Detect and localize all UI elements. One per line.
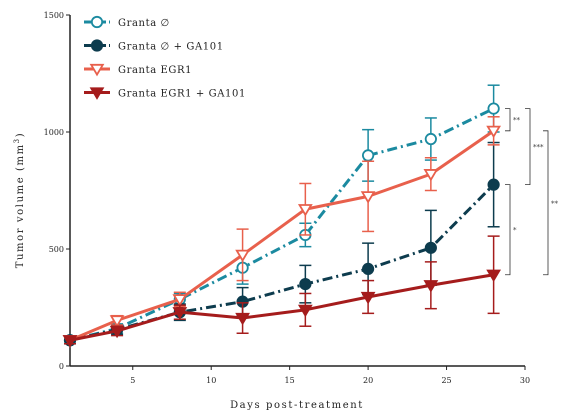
- axes: [69, 15, 525, 367]
- x-tick-label-30: 30: [520, 376, 530, 385]
- significance-bracket: **: [543, 130, 559, 276]
- series-granta-empty-point: [487, 102, 500, 115]
- series-granta-egr1-point: [423, 169, 439, 182]
- x-tick-label-5: 5: [130, 376, 135, 385]
- y-tick-label-0: 0: [59, 362, 64, 371]
- legend-item-granta-empty-ga101-label: Granta ∅ + GA101: [118, 42, 224, 53]
- series-granta-egr1-point: [486, 125, 501, 139]
- significance-bracket: ***: [525, 108, 544, 186]
- series-granta-egr1-ga101: [62, 235, 501, 348]
- significance-bracket-line: [543, 130, 549, 276]
- series-granta-empty-ga101-point: [487, 178, 500, 191]
- series-granta-egr1-ga101-point: [62, 335, 78, 348]
- y-tick-label-500: 500: [49, 245, 64, 254]
- series-granta-egr1-ga101-point: [109, 325, 125, 339]
- legend: Granta ∅ Granta ∅ + GA101 Granta EGR1 Grant…: [84, 15, 246, 100]
- series-granta-egr1-ga101-point: [235, 312, 250, 326]
- series-granta-egr1-ga101-point: [423, 280, 439, 293]
- y-axis-title-main: Tumor volume (mm: [15, 143, 26, 268]
- significance-label: **: [513, 117, 521, 125]
- series-granta-egr1: [62, 116, 501, 348]
- series-granta-egr1-ga101-line: [69, 273, 494, 342]
- series-granta-empty-point: [362, 149, 375, 162]
- x-tick-label-15: 15: [285, 376, 295, 385]
- series-granta-empty-ga101-point: [362, 262, 375, 275]
- series-granta-empty: [63, 84, 500, 347]
- legend-item-granta-empty-swatch-marker: [90, 15, 104, 29]
- legend-item-granta-egr1-ga101-label: Granta EGR1 + GA101: [118, 89, 246, 100]
- x-tick-label-25: 25: [441, 376, 451, 385]
- x-axis-title: Days post-treatment: [230, 400, 364, 411]
- series-granta-empty-point: [424, 132, 437, 146]
- significance-bracket: *: [505, 184, 517, 276]
- significance-bracket-line: [525, 108, 531, 186]
- significance-label: **: [551, 200, 559, 208]
- series-granta-egr1-point: [172, 294, 188, 307]
- series-granta-egr1-ga101-point: [172, 307, 188, 320]
- series-granta-egr1-point: [360, 191, 376, 204]
- y-axis-title-close: ): [15, 132, 26, 138]
- series-granta-egr1-point: [297, 204, 313, 217]
- axis-ticks: 5 10 15 20 25 30 0 500 1000 1500: [44, 11, 530, 385]
- legend-item-granta-empty-ga101: Granta ∅ + GA101: [84, 39, 224, 53]
- legend-item-granta-egr1-label: Granta EGR1: [118, 65, 192, 76]
- x-tick-label-10: 10: [206, 376, 216, 385]
- y-axis-title: Tumor volume (mm3): [13, 132, 26, 269]
- y-tick-label-1500: 1500: [44, 11, 64, 20]
- significance-bracket: **: [505, 108, 521, 132]
- significance-bracket-line: [505, 184, 511, 276]
- series-granta-empty-ga101-line: [69, 183, 495, 342]
- legend-item-granta-egr1: Granta EGR1: [84, 63, 192, 77]
- series-granta-egr1-ga101-point: [486, 269, 501, 283]
- series-granta-egr1-ga101-point: [360, 291, 376, 305]
- series-granta-egr1-point: [109, 315, 125, 328]
- series-granta-egr1-point: [235, 249, 250, 263]
- legend-item-granta-empty-ga101-swatch-marker: [90, 39, 104, 52]
- legend-item-granta-empty: Granta ∅: [84, 15, 170, 29]
- y-axis-title-superscript: 3: [13, 137, 21, 143]
- significance-annotations: ********: [505, 108, 559, 276]
- legend-item-granta-egr1-swatch-marker: [89, 63, 105, 77]
- series-granta-empty-ga101-point: [424, 241, 437, 254]
- series-granta-empty-ga101-point: [299, 277, 312, 291]
- x-tick-label-20: 20: [363, 376, 373, 385]
- significance-label: *: [513, 227, 517, 235]
- legend-item-granta-egr1-ga101: Granta EGR1 + GA101: [84, 87, 246, 100]
- series-granta-egr1-ga101-point: [297, 304, 313, 318]
- significance-bracket-line: [505, 108, 511, 132]
- series-granta-egr1-line: [69, 129, 495, 342]
- significance-label: ***: [533, 144, 544, 152]
- series-granta-empty-line: [69, 107, 495, 342]
- y-tick-label-1000: 1000: [44, 128, 64, 137]
- legend-item-granta-egr1-ga101-swatch-marker: [89, 87, 105, 100]
- series-layer: [62, 84, 501, 348]
- legend-item-granta-empty-label: Granta ∅: [118, 18, 170, 29]
